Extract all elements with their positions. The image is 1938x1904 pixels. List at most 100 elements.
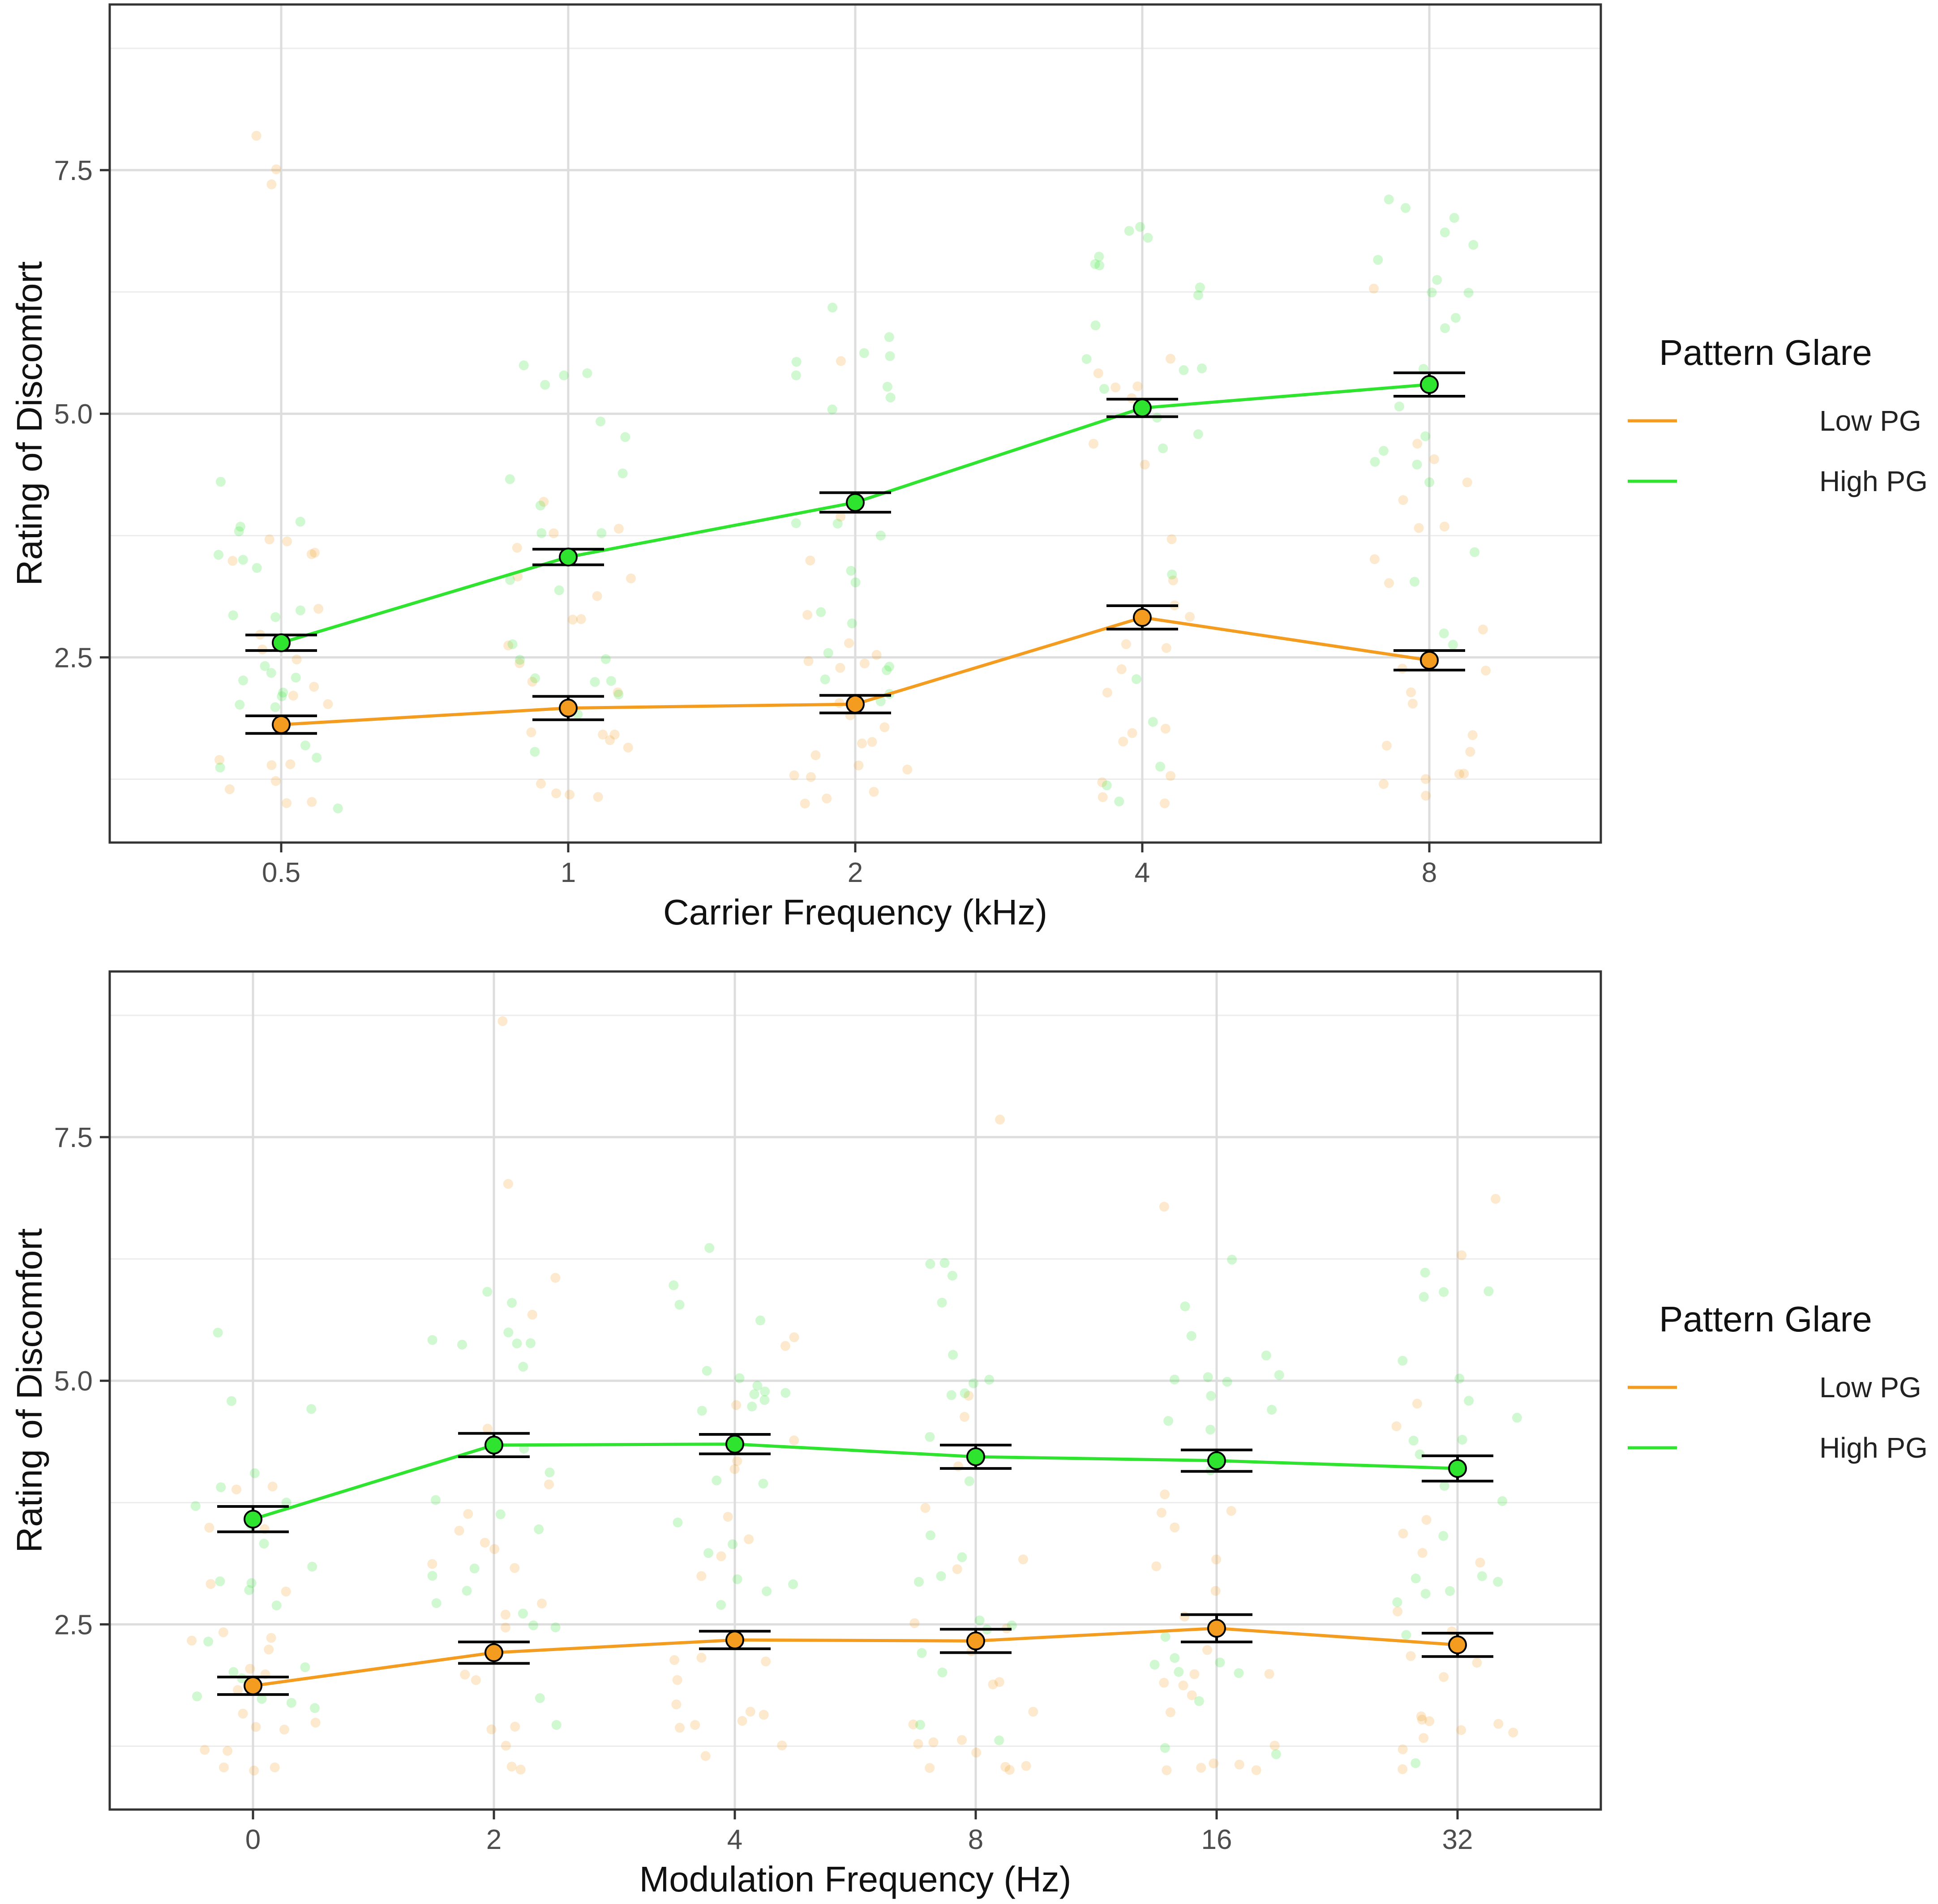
raw-point: [1114, 796, 1124, 807]
raw-point: [1269, 1741, 1280, 1751]
raw-point: [1410, 577, 1419, 587]
raw-point: [1081, 354, 1092, 364]
raw-point: [827, 404, 837, 415]
raw-point: [1160, 1743, 1170, 1753]
raw-point: [1419, 364, 1428, 374]
raw-point: [1421, 791, 1431, 801]
raw-point: [697, 1406, 707, 1416]
x-tick-label: 0.5: [262, 857, 300, 888]
raw-point: [515, 658, 525, 668]
raw-point: [789, 770, 799, 780]
raw-point: [1415, 1449, 1425, 1459]
raw-point: [1102, 780, 1112, 791]
raw-point: [1186, 1331, 1196, 1341]
raw-point: [857, 738, 867, 749]
raw-point: [752, 1381, 763, 1391]
raw-point: [1416, 1711, 1426, 1721]
raw-point: [1391, 1421, 1402, 1431]
raw-point: [281, 1587, 291, 1597]
raw-point: [482, 1424, 493, 1434]
raw-point: [1110, 382, 1121, 393]
raw-point: [266, 760, 277, 770]
raw-point: [1160, 1632, 1171, 1642]
raw-point: [582, 368, 592, 378]
raw-point: [908, 1719, 918, 1729]
raw-point: [853, 760, 864, 770]
raw-point: [307, 1562, 317, 1572]
raw-point: [673, 1517, 683, 1527]
raw-point: [530, 747, 540, 757]
raw-point: [431, 1598, 442, 1608]
raw-point: [260, 661, 270, 671]
raw-point: [803, 656, 814, 666]
raw-point: [203, 1636, 214, 1647]
raw-point: [820, 674, 830, 685]
raw-point: [1398, 1528, 1408, 1539]
raw-point: [1459, 769, 1469, 779]
raw-point: [1271, 1749, 1281, 1759]
raw-point: [703, 1548, 713, 1558]
raw-point: [215, 1576, 225, 1587]
raw-point: [1397, 663, 1407, 674]
raw-point: [244, 1585, 254, 1595]
x-tick-label: 4: [1135, 857, 1150, 888]
raw-point: [1090, 259, 1100, 269]
raw-point: [1421, 774, 1431, 784]
raw-point: [620, 432, 630, 442]
raw-point: [1251, 1765, 1261, 1776]
raw-point: [1412, 439, 1423, 449]
raw-point: [1467, 730, 1478, 740]
raw-point: [1370, 457, 1380, 467]
raw-point: [1179, 365, 1189, 375]
raw-point: [1174, 1667, 1184, 1677]
raw-point: [228, 610, 238, 620]
raw-point: [550, 1622, 561, 1633]
raw-point: [1424, 477, 1435, 488]
raw-point: [957, 1735, 967, 1745]
raw-point: [264, 534, 274, 544]
raw-point: [1131, 674, 1141, 684]
legend-low-pg-label: Low PG: [1819, 1371, 1921, 1403]
x-tick-label: 8: [968, 1824, 983, 1855]
y-axis-title: Rating of Discomfort: [9, 1228, 49, 1553]
raw-point: [501, 1741, 511, 1751]
raw-point: [777, 1740, 787, 1750]
raw-point: [937, 1297, 947, 1308]
series-line-low-pg: [253, 1626, 1458, 1688]
raw-point: [266, 668, 276, 678]
raw-point: [846, 566, 856, 576]
raw-point: [1274, 1370, 1284, 1380]
raw-point: [1449, 213, 1459, 223]
raw-point: [1478, 625, 1488, 635]
mean-point-high-pg: [272, 633, 291, 652]
raw-point: [259, 1539, 269, 1549]
raw-point: [505, 575, 515, 585]
raw-point: [1411, 1758, 1421, 1768]
raw-point: [1384, 194, 1394, 205]
raw-point: [1369, 554, 1380, 565]
raw-point: [565, 790, 575, 800]
raw-point: [1470, 547, 1480, 557]
raw-point: [974, 1615, 985, 1626]
raw-point: [216, 1482, 226, 1493]
raw-point: [672, 1675, 682, 1685]
raw-point: [859, 348, 869, 358]
raw-point: [791, 357, 802, 367]
raw-point: [1166, 354, 1175, 364]
raw-point: [1512, 1412, 1522, 1423]
raw-point: [306, 1404, 317, 1414]
mean-point-high-pg: [966, 1447, 985, 1467]
raw-point: [669, 1280, 679, 1290]
raw-point: [716, 1600, 726, 1610]
legend-low-pg-label: Low PG: [1819, 405, 1921, 437]
raw-point: [501, 1622, 510, 1633]
mean-point-low-pg: [725, 1630, 744, 1650]
raw-point: [238, 555, 248, 565]
raw-point: [1373, 255, 1383, 265]
raw-point: [313, 603, 324, 614]
raw-point: [503, 640, 514, 650]
raw-point: [920, 1503, 930, 1513]
raw-point: [1417, 1715, 1427, 1725]
raw-point: [1392, 1597, 1402, 1607]
raw-point: [780, 1388, 791, 1398]
